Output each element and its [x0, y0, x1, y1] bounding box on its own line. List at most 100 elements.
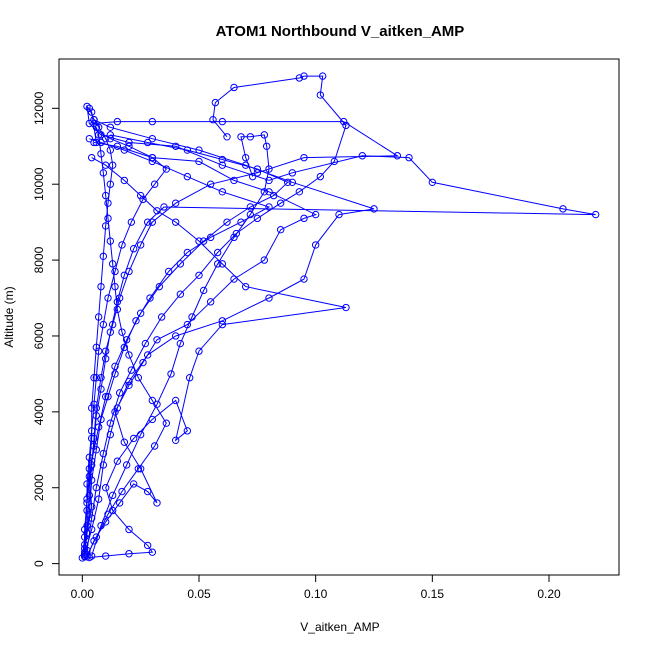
data-point — [276, 226, 285, 234]
data-point — [148, 153, 157, 162]
data-point — [101, 392, 110, 401]
data-point — [218, 320, 227, 329]
data-point — [218, 155, 227, 164]
data-point — [136, 191, 145, 200]
data-point — [125, 525, 133, 534]
series-layer — [78, 72, 600, 562]
data-point — [129, 480, 138, 488]
data-point — [143, 487, 152, 496]
data-point — [206, 298, 215, 306]
y-tick-label: 4000 — [32, 398, 46, 425]
data-point — [80, 525, 89, 534]
chart-title: ATOM1 Northbound V_aitken_AMP — [216, 23, 465, 40]
data-point — [253, 165, 262, 173]
series-line — [84, 134, 289, 545]
data-point — [171, 142, 180, 150]
data-point — [405, 153, 413, 162]
data-point — [132, 317, 140, 325]
data-point — [108, 491, 117, 500]
data-point — [104, 510, 112, 518]
data-point — [122, 336, 131, 344]
data-point — [87, 153, 96, 162]
data-point — [342, 121, 350, 130]
data-point — [260, 131, 269, 139]
data-point — [92, 484, 101, 492]
data-point — [94, 313, 103, 321]
plot-frame — [58, 58, 620, 576]
x-tick-label: 0.20 — [537, 587, 561, 601]
data-point — [148, 396, 157, 405]
data-point — [111, 362, 119, 371]
data-point — [125, 351, 133, 359]
data-point — [127, 366, 136, 374]
data-point — [283, 178, 292, 187]
data-point — [113, 404, 122, 412]
data-point — [115, 499, 124, 507]
data-point — [171, 332, 180, 340]
data-point — [157, 313, 166, 321]
data-point — [164, 267, 173, 276]
data-point — [104, 199, 112, 207]
data-point — [120, 176, 129, 185]
data-point — [176, 339, 185, 348]
data-point — [248, 172, 257, 181]
data-point — [125, 142, 133, 150]
data-point — [265, 165, 273, 173]
data-point — [171, 218, 180, 226]
data-point — [94, 495, 103, 503]
data-point — [300, 153, 308, 162]
data-point — [87, 434, 96, 443]
data-point — [230, 176, 238, 185]
data-point — [143, 138, 152, 147]
data-point — [106, 123, 115, 131]
data-point — [97, 385, 105, 393]
data-point — [118, 328, 126, 336]
data-point — [92, 446, 101, 454]
data-point — [87, 552, 96, 560]
y-tick-label: 10000 — [32, 167, 46, 201]
data-point — [113, 305, 122, 314]
data-point — [85, 491, 94, 500]
data-point — [136, 430, 145, 439]
data-point — [83, 495, 91, 503]
data-point — [160, 203, 168, 211]
data-point — [134, 465, 143, 473]
data-point — [237, 133, 245, 141]
data-point — [246, 133, 255, 141]
data-point — [318, 72, 327, 80]
data-point — [136, 241, 145, 249]
data-point — [195, 347, 203, 355]
data-point — [125, 550, 133, 558]
data-point — [146, 294, 154, 302]
data-point — [162, 165, 171, 173]
data-point — [311, 241, 320, 249]
data-point — [342, 303, 350, 312]
data-point — [253, 214, 262, 223]
data-point — [262, 142, 271, 150]
series-line — [84, 108, 114, 557]
data-point — [101, 552, 110, 560]
x-tick-label: 0.10 — [304, 587, 328, 601]
data-point — [591, 210, 600, 219]
data-point — [139, 358, 147, 367]
y-tick-label: 0 — [32, 560, 46, 567]
data-point — [237, 218, 245, 226]
data-point — [106, 237, 115, 245]
data-point — [125, 138, 133, 147]
data-point — [148, 134, 157, 143]
data-point — [83, 480, 91, 488]
data-point — [260, 188, 269, 196]
data-point — [148, 548, 157, 556]
x-axis: 0.00 0.05 0.10 0.15 0.20 — [71, 575, 561, 601]
data-point — [183, 172, 192, 181]
data-point — [218, 117, 227, 126]
data-point — [92, 374, 101, 382]
y-tick-label: 2000 — [32, 474, 46, 501]
data-point — [260, 256, 269, 264]
data-point — [176, 290, 185, 298]
series-line — [91, 134, 270, 557]
data-point — [92, 343, 101, 352]
y-tick-label: 6000 — [32, 322, 46, 349]
data-point — [87, 457, 96, 465]
data-point — [101, 484, 110, 492]
